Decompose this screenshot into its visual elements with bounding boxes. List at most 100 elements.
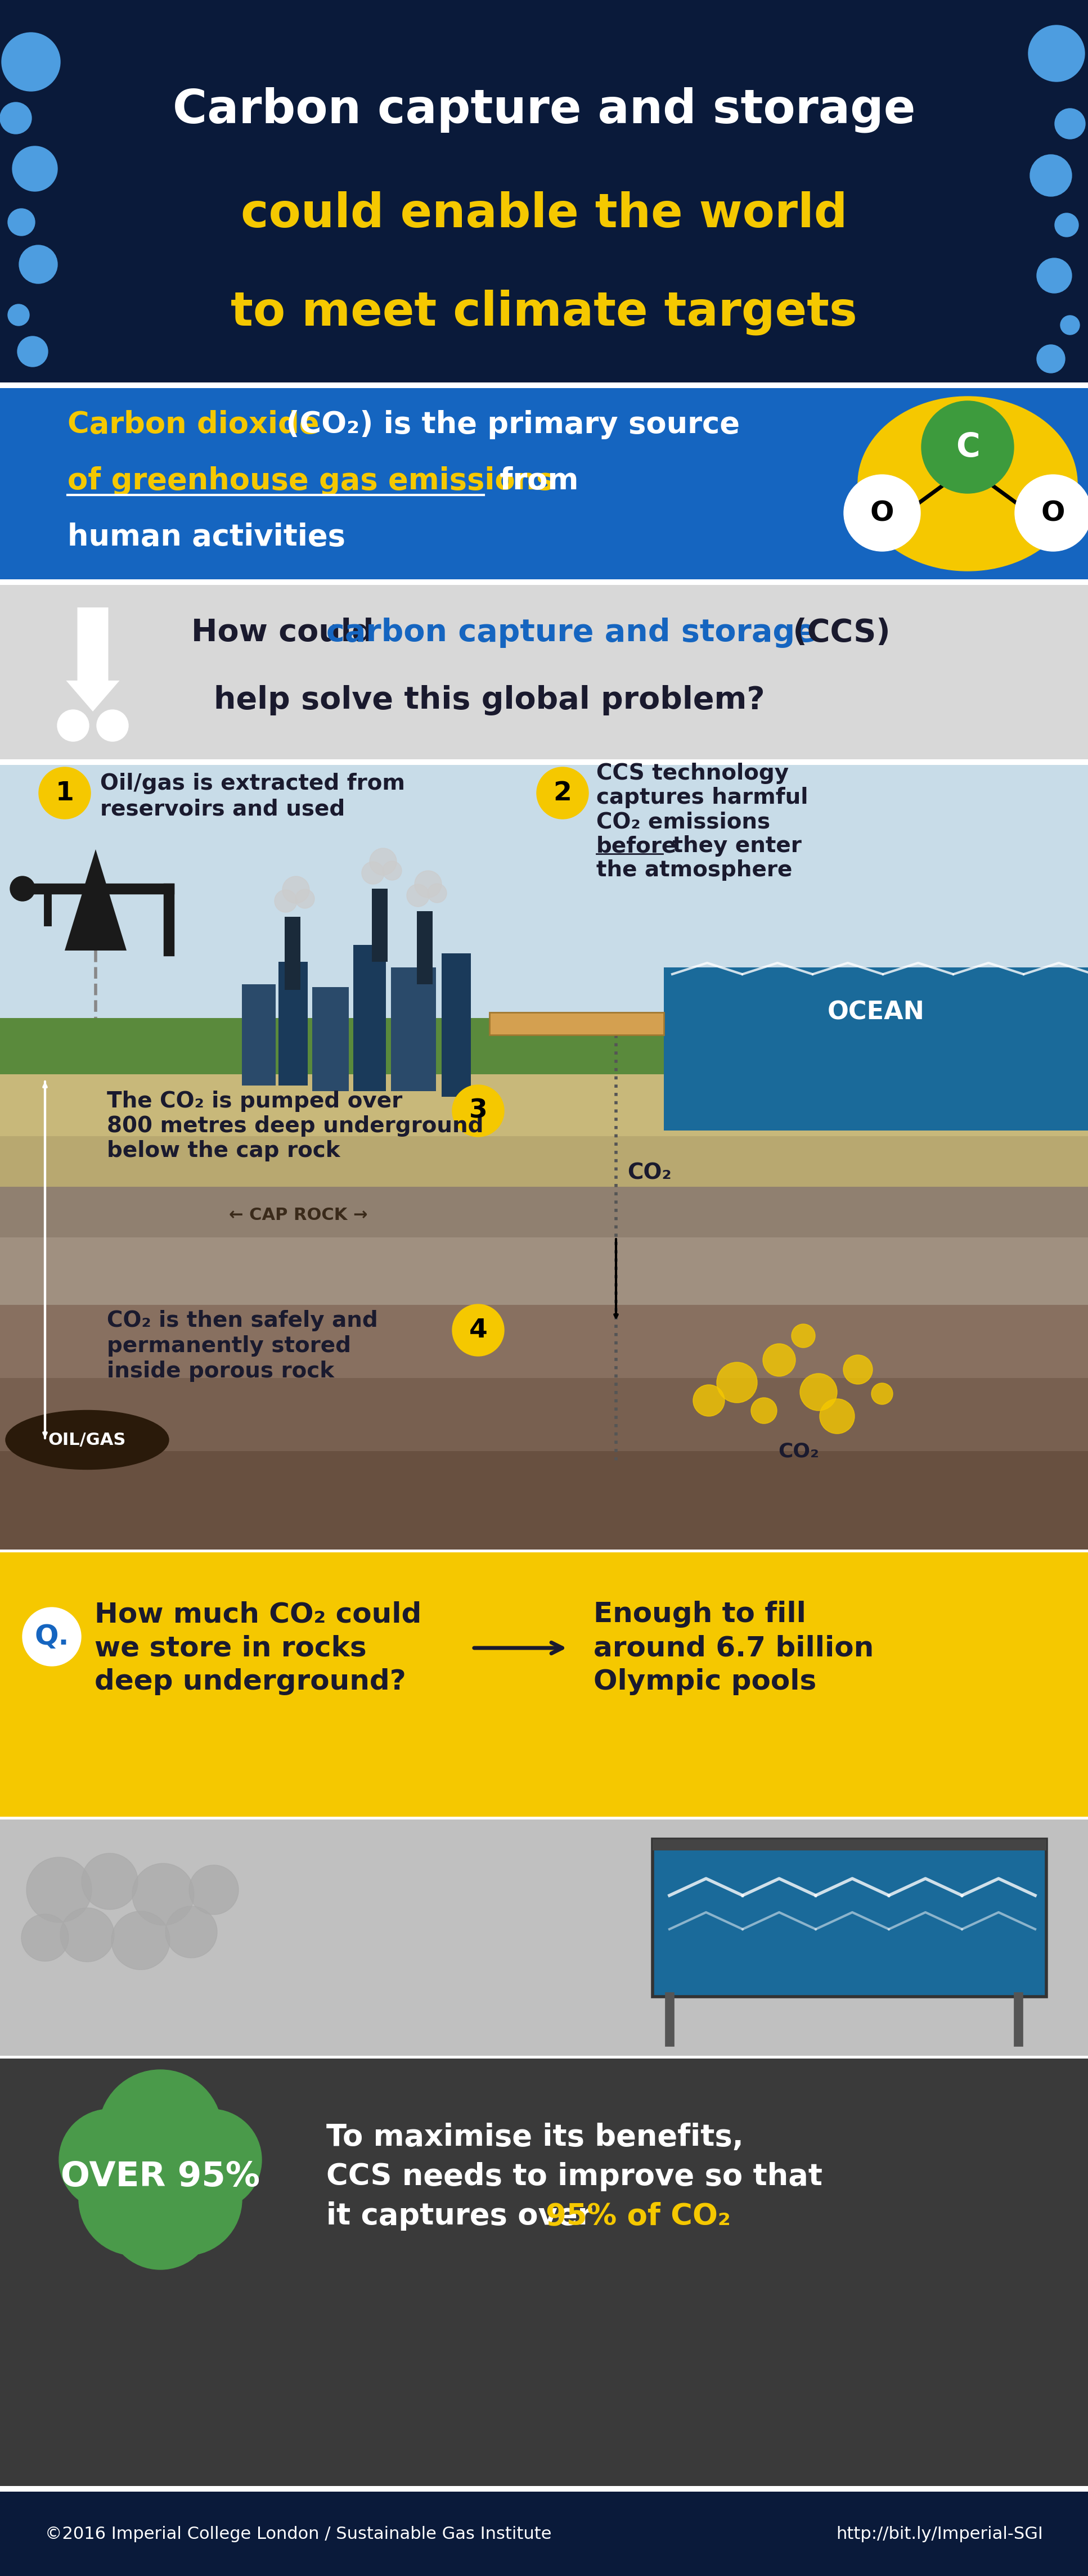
Bar <box>653 1839 1047 1996</box>
Text: 3: 3 <box>469 1097 487 1123</box>
Bar <box>442 953 471 1097</box>
Text: Q.: Q. <box>35 1623 69 1651</box>
Circle shape <box>844 474 920 551</box>
Text: OCEAN: OCEAN <box>827 999 925 1025</box>
Circle shape <box>2 33 60 90</box>
Text: deep underground?: deep underground? <box>95 1669 406 1695</box>
Text: C: C <box>955 430 979 464</box>
Text: 4: 4 <box>469 1316 487 1342</box>
Circle shape <box>751 1399 777 1425</box>
Circle shape <box>111 1911 170 1971</box>
Text: we store in rocks: we store in rocks <box>95 1633 367 1662</box>
Bar <box>372 889 387 961</box>
Circle shape <box>78 2143 191 2257</box>
Text: CCS needs to improve so that: CCS needs to improve so that <box>326 2161 823 2192</box>
Text: Oil/gas is extracted from: Oil/gas is extracted from <box>100 773 405 793</box>
Circle shape <box>922 402 1014 492</box>
Bar <box>0 1306 1088 1378</box>
Bar <box>0 765 1088 1056</box>
Circle shape <box>160 2110 261 2210</box>
Circle shape <box>370 848 397 876</box>
Circle shape <box>283 876 309 904</box>
Circle shape <box>23 1607 81 1667</box>
Circle shape <box>295 889 314 909</box>
Circle shape <box>717 1363 757 1404</box>
Circle shape <box>792 1324 815 1347</box>
Circle shape <box>59 2110 160 2210</box>
Text: OVER 95%: OVER 95% <box>61 2161 260 2192</box>
Circle shape <box>8 209 35 234</box>
Text: help solve this global problem?: help solve this global problem? <box>214 685 765 716</box>
Bar <box>0 1018 1088 1074</box>
Circle shape <box>58 711 89 742</box>
Text: 1: 1 <box>55 781 74 806</box>
Text: CCS technology: CCS technology <box>596 762 789 783</box>
Circle shape <box>453 1303 504 1355</box>
Circle shape <box>415 871 442 896</box>
Text: permanently stored: permanently stored <box>107 1334 351 1358</box>
Bar <box>0 1553 1088 1816</box>
Circle shape <box>26 1857 91 1922</box>
Circle shape <box>10 876 35 902</box>
Text: Carbon capture and storage: Carbon capture and storage <box>173 88 915 131</box>
Text: reservoirs and used: reservoirs and used <box>100 799 345 819</box>
Bar <box>0 1188 1088 1236</box>
Bar <box>0 389 1088 580</box>
Text: To maximise its benefits,: To maximise its benefits, <box>326 2123 743 2151</box>
FancyArrow shape <box>66 608 120 711</box>
Circle shape <box>129 2143 242 2257</box>
Circle shape <box>693 1386 725 1417</box>
Circle shape <box>133 1862 194 1924</box>
Circle shape <box>8 304 29 325</box>
Bar <box>312 987 349 1092</box>
Bar <box>0 2491 1088 2576</box>
Circle shape <box>383 860 401 881</box>
Bar <box>242 984 275 1084</box>
Circle shape <box>274 889 297 912</box>
Text: How much CO₂ could: How much CO₂ could <box>95 1600 421 1628</box>
Bar <box>0 1450 1088 1551</box>
Text: human activities: human activities <box>67 523 345 551</box>
Bar <box>279 961 308 1084</box>
Circle shape <box>82 1852 138 1909</box>
Ellipse shape <box>5 1409 169 1468</box>
Circle shape <box>20 245 58 283</box>
Bar <box>653 1839 1047 1996</box>
Circle shape <box>1037 345 1065 374</box>
Text: from: from <box>490 466 579 495</box>
Circle shape <box>1037 258 1072 294</box>
Text: to meet climate targets: to meet climate targets <box>231 289 857 335</box>
Text: The CO₂ is pumped over: The CO₂ is pumped over <box>107 1090 403 1113</box>
Bar <box>0 1136 1088 1188</box>
Circle shape <box>1061 314 1079 335</box>
Bar <box>490 1012 664 1036</box>
Bar <box>391 969 436 1092</box>
Text: (CO₂) is the primary source: (CO₂) is the primary source <box>275 410 740 440</box>
Text: before: before <box>596 835 677 858</box>
Text: carbon capture and storage: carbon capture and storage <box>326 618 816 649</box>
Text: CO₂ is then safely and: CO₂ is then safely and <box>107 1311 378 1332</box>
Text: 95% of CO₂: 95% of CO₂ <box>546 2202 731 2231</box>
Text: captures harmful: captures harmful <box>596 786 808 809</box>
Text: O: O <box>1041 500 1065 526</box>
Circle shape <box>39 768 90 819</box>
Text: Enough to fill: Enough to fill <box>594 1600 806 1628</box>
Circle shape <box>1028 26 1085 82</box>
Bar <box>354 945 386 1092</box>
Circle shape <box>453 1084 504 1136</box>
Text: it captures over: it captures over <box>326 2202 603 2231</box>
Bar <box>285 917 300 989</box>
Text: ← CAP ROCK →: ← CAP ROCK → <box>228 1206 368 1224</box>
Circle shape <box>428 884 447 902</box>
Bar <box>0 2058 1088 2486</box>
Circle shape <box>763 1345 795 1376</box>
Circle shape <box>536 768 589 819</box>
Circle shape <box>0 103 32 134</box>
Circle shape <box>17 337 48 366</box>
Circle shape <box>1015 474 1088 551</box>
Text: inside porous rock: inside porous rock <box>107 1360 334 1381</box>
Text: http://bit.ly/Imperial-SGI: http://bit.ly/Imperial-SGI <box>836 2524 1043 2543</box>
Polygon shape <box>64 850 126 951</box>
Circle shape <box>22 1914 69 1960</box>
Circle shape <box>800 1373 837 1412</box>
